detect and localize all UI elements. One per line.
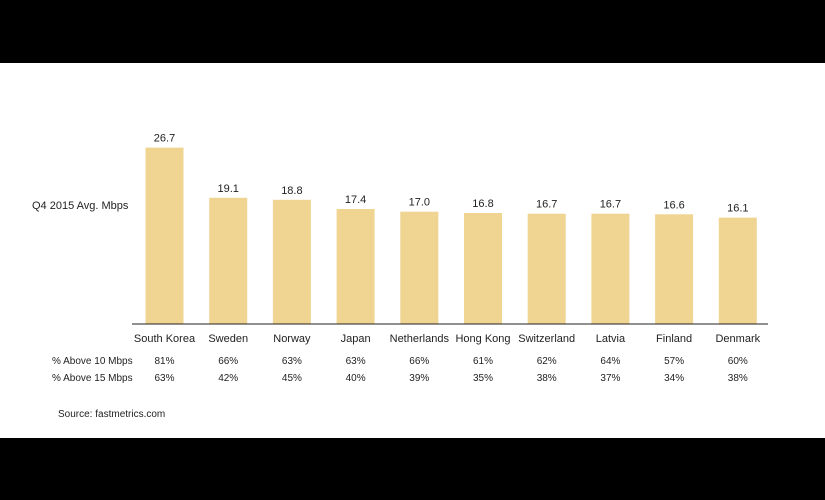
category-label-south-korea: South Korea (134, 333, 196, 345)
bar-sweden (209, 197, 248, 324)
category-label-hong-kong: Hong Kong (455, 333, 510, 345)
category-label-denmark: Denmark (715, 333, 760, 345)
value-label-norway: 18.8 (281, 185, 302, 197)
bar-japan (336, 209, 375, 324)
value-label-south-korea: 26.7 (154, 133, 175, 145)
table-cell-above-10-south-korea: 81% (154, 356, 174, 367)
table-cell-above-15-latvia: 37% (600, 373, 620, 384)
table-cell-above-15-norway: 45% (282, 373, 302, 384)
table-cell-above-10-norway: 63% (282, 356, 302, 367)
table-cell-above-15-sweden: 42% (218, 373, 238, 384)
category-label-finland: Finland (656, 333, 692, 345)
table-cell-above-15-japan: 40% (346, 373, 366, 384)
bar-chart: Q4 2015 Avg. Mbps 26.7 19.1 18.8 17.4 17.0 16… (32, 133, 768, 420)
table-cell-above-10-latvia: 64% (600, 356, 620, 367)
chart-panel: Q4 2015 Avg. Mbps 26.7 19.1 18.8 17.4 17.0 16… (0, 63, 825, 438)
bar-norway (272, 199, 311, 324)
category-labels-group: South Korea Sweden Norway Japan Netherlands H… (134, 333, 761, 345)
value-labels-group: 26.7 19.1 18.8 17.4 17.0 16.8 16.7 16.7 16.6 16.1 (154, 133, 749, 215)
table-cell-above-15-netherlands: 39% (409, 373, 429, 384)
table-row-label-above-10: % Above 10 Mbps (52, 356, 133, 367)
category-label-latvia: Latvia (596, 333, 626, 345)
bar-hong-kong (464, 213, 502, 324)
bar-south-korea (145, 147, 184, 324)
table-cell-above-15-finland: 34% (664, 373, 684, 384)
category-label-netherlands: Netherlands (390, 333, 450, 345)
bar-netherlands (400, 211, 439, 324)
category-label-sweden: Sweden (208, 333, 248, 345)
value-label-switzerland: 16.7 (536, 199, 557, 211)
bar-switzerland (527, 213, 566, 324)
category-label-norway: Norway (273, 333, 311, 345)
value-label-sweden: 19.1 (217, 183, 238, 195)
table-row-label-above-15: % Above 15 Mbps (52, 373, 133, 384)
value-label-japan: 17.4 (345, 194, 366, 206)
table-cell-above-10-denmark: 60% (728, 356, 748, 367)
value-label-latvia: 16.7 (600, 199, 621, 211)
bar-latvia (591, 213, 630, 324)
value-label-hong-kong: 16.8 (472, 198, 493, 210)
bar-finland (655, 214, 694, 324)
category-label-japan: Japan (341, 333, 371, 345)
table-cell-above-10-netherlands: 66% (409, 356, 429, 367)
table-cell-above-10-finland: 57% (664, 356, 684, 367)
y-axis-label: Q4 2015 Avg. Mbps (32, 200, 129, 212)
value-label-finland: 16.6 (663, 199, 684, 211)
value-label-denmark: 16.1 (727, 203, 748, 215)
table-cell-above-10-japan: 63% (346, 356, 366, 367)
bar-denmark (718, 217, 757, 324)
table-cell-above-15-south-korea: 63% (154, 373, 174, 384)
table-cell-above-15-denmark: 38% (728, 373, 748, 384)
source-note: Source: fastmetrics.com (58, 409, 165, 420)
table-cell-above-15-switzerland: 38% (537, 373, 557, 384)
table-cell-above-10-sweden: 66% (218, 356, 238, 367)
table-cell-above-10-hong-kong: 61% (473, 356, 493, 367)
table-cell-above-10-switzerland: 62% (537, 356, 557, 367)
table-cells-group: 81% 63% 66% 42% 63% 45% 63% 40% 66% 39% 61% 35% 62% 3… (154, 356, 747, 384)
bars-group (145, 147, 757, 324)
category-label-switzerland: Switzerland (518, 333, 575, 345)
table-cell-above-15-hong-kong: 35% (473, 373, 493, 384)
value-label-netherlands: 17.0 (409, 197, 430, 209)
